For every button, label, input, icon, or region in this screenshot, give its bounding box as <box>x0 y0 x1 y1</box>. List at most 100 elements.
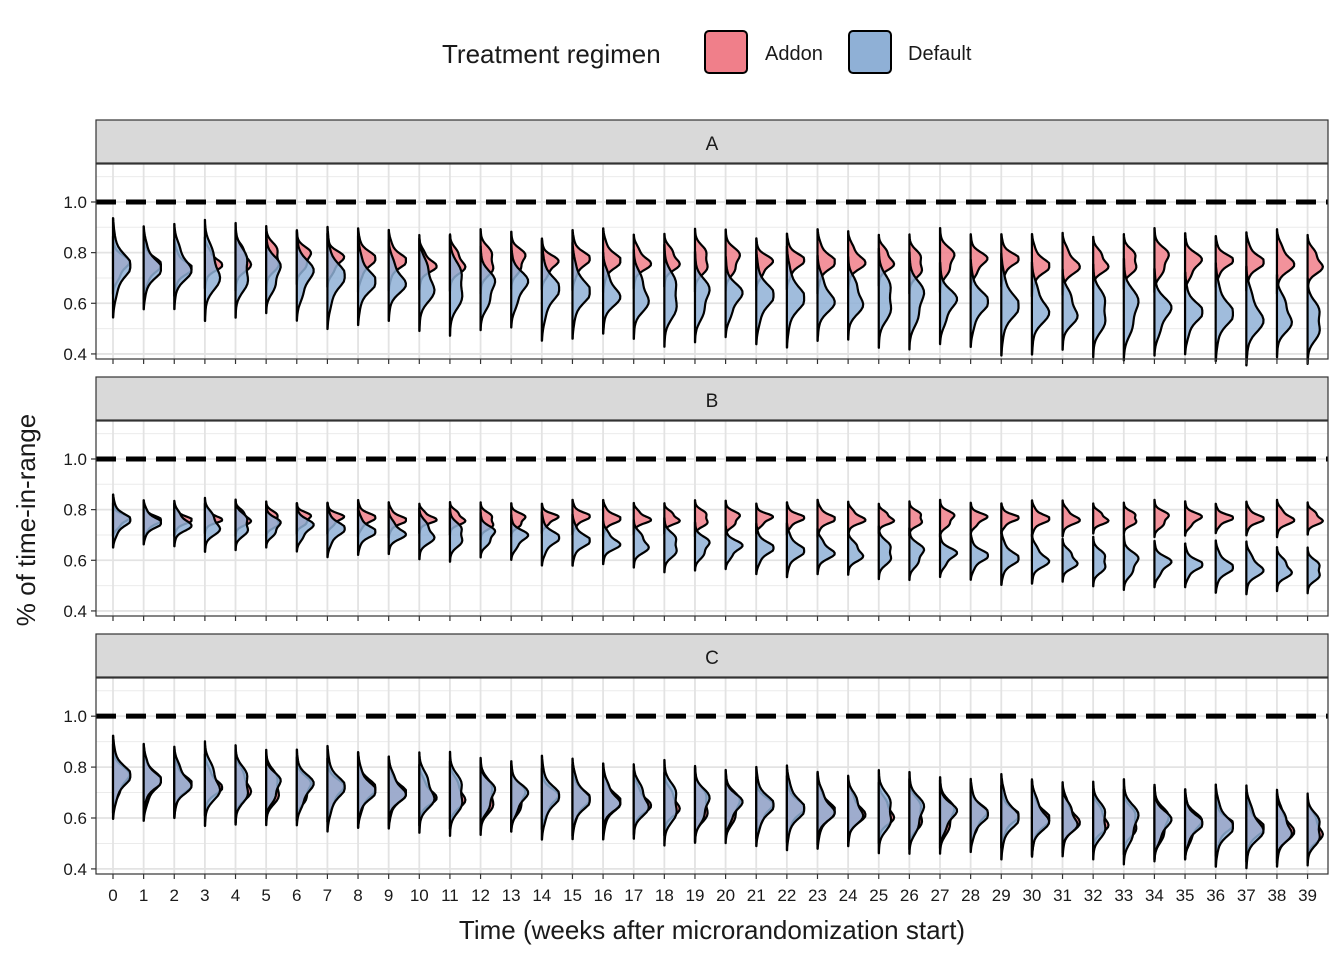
violin-default <box>1153 267 1173 357</box>
violin-default <box>1214 783 1234 868</box>
violin-default <box>510 242 530 329</box>
violin-default <box>1245 265 1265 367</box>
violin-default <box>1122 534 1140 592</box>
y-axis-label: % of time-in-range <box>11 414 41 626</box>
violin-default <box>1030 778 1051 858</box>
violin-default <box>877 247 893 349</box>
violin-default <box>1000 772 1020 861</box>
violin-default <box>663 516 678 574</box>
x-tick-label: 38 <box>1267 886 1286 905</box>
violin-default <box>1306 546 1321 595</box>
violin-default <box>479 511 497 559</box>
violin-default <box>479 758 497 832</box>
violin-default <box>1000 529 1020 587</box>
x-tick-label: 39 <box>1298 886 1317 905</box>
violin-default <box>448 507 464 563</box>
x-tick-label: 2 <box>170 886 179 905</box>
x-tick-label: 12 <box>471 886 490 905</box>
violin-default <box>387 509 407 556</box>
violin-default <box>510 760 530 833</box>
violin-default <box>632 763 650 840</box>
violin-addon <box>908 500 924 537</box>
x-tick-label: 13 <box>502 886 521 905</box>
violin-default <box>203 496 222 553</box>
violin-default <box>234 221 250 319</box>
violin-default <box>601 251 622 335</box>
x-tick-label: 34 <box>1145 886 1164 905</box>
legend-title: Treatment regimen <box>442 39 661 69</box>
violin-default <box>847 529 865 576</box>
violin-default <box>1092 535 1107 588</box>
x-tick-label: 18 <box>655 886 674 905</box>
plot-area <box>96 421 1328 616</box>
y-tick-label: 0.6 <box>63 551 87 570</box>
violin-default <box>1030 261 1051 356</box>
x-tick-label: 19 <box>686 886 705 905</box>
violin-default <box>908 250 926 351</box>
violin-default <box>1214 262 1234 363</box>
facet-panel-C: C0.40.60.81.00 1 2 3 4 5 6 7 8 9 10 11 12 13 14 15 16 17 1… <box>63 633 1329 905</box>
violin-default <box>1122 257 1140 362</box>
x-tick-label: 24 <box>839 886 858 905</box>
violin-default <box>1061 537 1079 583</box>
violin-default <box>969 532 989 581</box>
violin-default <box>601 519 622 566</box>
y-tick-label: 1.0 <box>63 193 87 212</box>
legend-swatch-addon <box>704 30 748 74</box>
violin-default <box>1275 792 1293 864</box>
violin-default <box>938 778 959 850</box>
y-tick-label: 1.0 <box>63 707 87 726</box>
x-axis-label: Time (weeks after microrandomization sta… <box>459 915 965 945</box>
violin-default <box>111 493 132 549</box>
violin-addon <box>1153 498 1170 539</box>
x-tick-label: 9 <box>384 886 393 905</box>
violin-default <box>326 225 346 331</box>
violin-addon <box>1183 500 1203 537</box>
x-tick-label: 29 <box>992 886 1011 905</box>
violin-default <box>969 777 989 854</box>
violin-default <box>601 765 622 836</box>
violin-default <box>356 751 377 829</box>
x-tick-label: 0 <box>108 886 117 905</box>
x-tick-label: 11 <box>441 886 459 905</box>
violin-addon <box>816 498 836 539</box>
violin-default <box>295 229 315 322</box>
x-tick-label: 31 <box>1053 886 1072 905</box>
violin-default <box>173 222 193 311</box>
violin-default <box>111 217 132 319</box>
violin-default <box>326 501 346 559</box>
y-tick-label: 0.6 <box>63 809 87 828</box>
violin-default <box>142 225 162 311</box>
y-tick-label: 0.8 <box>63 501 87 520</box>
violin-default <box>418 751 436 834</box>
violin-default <box>938 532 959 579</box>
x-tick-label: 36 <box>1206 886 1225 905</box>
violin-default <box>785 522 806 579</box>
violin-default <box>571 241 591 340</box>
violin-addon <box>1061 499 1081 538</box>
violin-default <box>663 243 678 348</box>
x-tick-label: 14 <box>532 886 551 905</box>
violin-default <box>173 745 193 820</box>
facet-strip-label: B <box>706 391 719 412</box>
violin-default <box>785 245 806 349</box>
violin-default <box>540 754 561 841</box>
violin-default <box>571 513 591 567</box>
violin-default <box>234 744 250 826</box>
violin-default <box>938 261 959 346</box>
violin-default <box>755 522 775 576</box>
violin-default <box>1061 268 1079 351</box>
x-tick-label: 17 <box>624 886 643 905</box>
x-tick-label: 28 <box>961 886 980 905</box>
x-tick-label: 27 <box>931 886 950 905</box>
violin-default <box>418 507 436 561</box>
violin-default <box>448 750 464 837</box>
violin-addon <box>1214 502 1234 535</box>
plot-border <box>95 163 1329 360</box>
violin-default <box>1214 539 1234 594</box>
violin-default <box>510 514 530 561</box>
x-tick-label: 4 <box>231 886 240 905</box>
violin-default <box>724 525 744 571</box>
violin-addon <box>1000 502 1020 535</box>
